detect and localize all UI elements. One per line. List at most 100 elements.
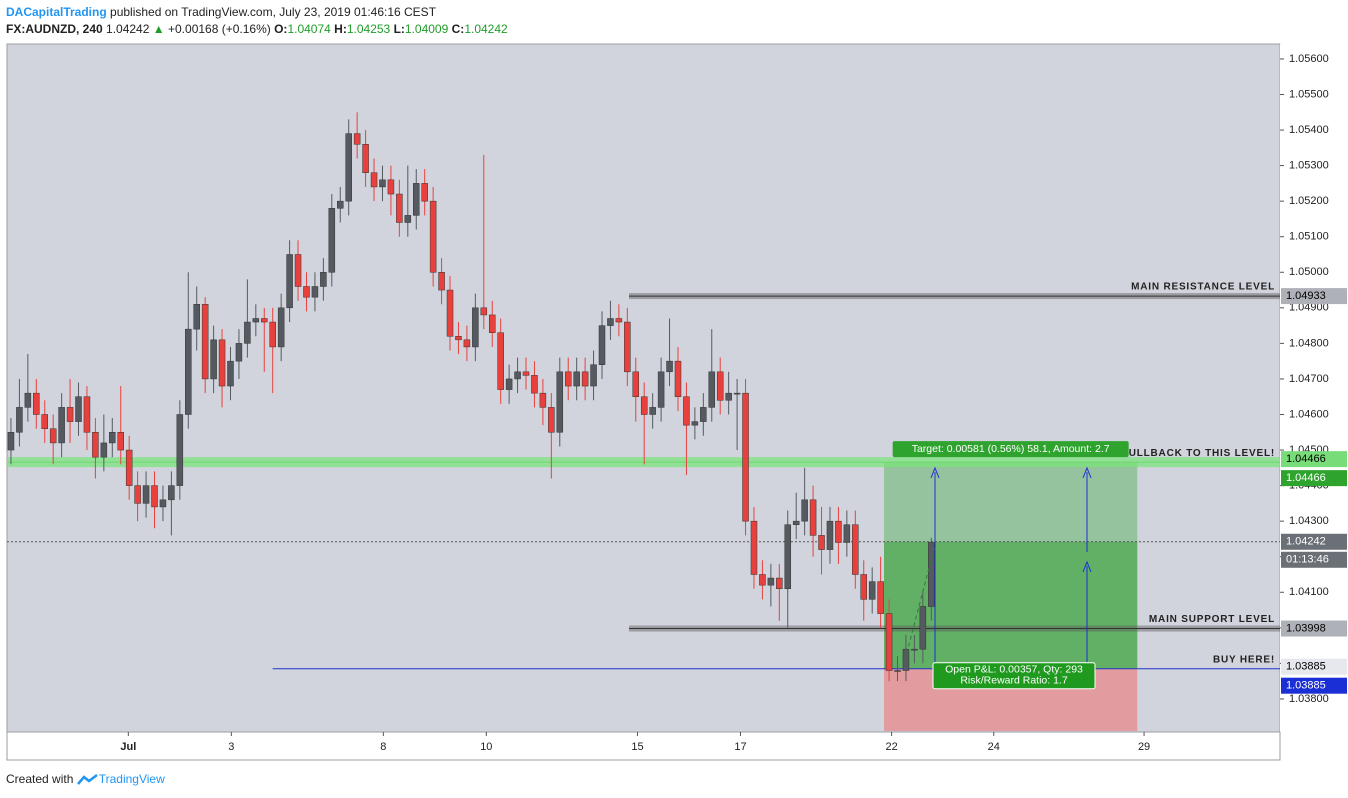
x-tick-label: 24 [988, 741, 1000, 753]
candle-body [49, 428, 57, 444]
candle-body [488, 314, 496, 333]
candle-body [252, 318, 260, 323]
candle-body [556, 371, 564, 433]
candle-body [311, 286, 319, 298]
countdown-box [1281, 551, 1347, 568]
candle-body [168, 485, 175, 501]
candle-body [7, 432, 15, 451]
candle-body [725, 392, 732, 401]
candle-body [176, 414, 184, 486]
candle-body [919, 606, 927, 650]
level-label: MAIN SUPPORT LEVEL [1149, 614, 1275, 625]
candle-body [548, 407, 555, 433]
o: 1.04074 [287, 22, 331, 36]
price-axis [1280, 44, 1348, 760]
last: 1.04242 [106, 22, 150, 36]
price-tag-label: 1.04466 [1286, 472, 1326, 484]
header: DACapitalTrading published on TradingVie… [6, 4, 508, 38]
candle-body [404, 215, 412, 223]
author[interactable]: DACapitalTrading [6, 5, 107, 19]
published: published on TradingView.com, July 23, 2… [110, 5, 437, 19]
time-axis [6, 731, 1281, 761]
arrow-head [930, 466, 940, 479]
candle-body [446, 289, 454, 337]
candle-body [455, 336, 462, 341]
candle-body [885, 613, 893, 671]
candle-body [826, 520, 834, 550]
candle-body [624, 321, 631, 373]
candle-body [75, 396, 82, 422]
y-tick-label: 1.05500 [1289, 88, 1329, 100]
candle-body [818, 535, 825, 550]
candle-body [429, 200, 437, 273]
level-label: MAIN RESISTANCE LEVEL [1131, 282, 1275, 293]
candle-body [201, 304, 209, 380]
candle-body [421, 183, 428, 202]
candle-body [708, 371, 716, 408]
candle-body [860, 574, 867, 600]
candle-body [615, 318, 623, 323]
candle-body [185, 328, 192, 415]
candle-body [24, 392, 32, 408]
candle-body [700, 407, 707, 422]
y-tick-label: 1.05100 [1289, 231, 1329, 243]
header-line: FX:AUDNZD, 240 1.04242 ▲ +0.00168 (+0.16… [6, 21, 508, 38]
candle-body [303, 286, 310, 298]
candle-body [522, 371, 530, 376]
candle-body [590, 364, 597, 387]
arrow: ▲ [152, 22, 165, 36]
x-tick-label: 10 [480, 741, 492, 753]
brand[interactable]: TradingView [98, 772, 165, 786]
candle-body [345, 133, 352, 202]
candle-body [159, 499, 167, 508]
candle-body [362, 144, 369, 173]
candle-body [801, 499, 808, 522]
candle-body [564, 371, 572, 387]
l-label: L: [393, 22, 405, 36]
candle-body [100, 442, 108, 458]
candle-body [92, 432, 99, 458]
candle-body [505, 378, 513, 390]
candle-body [902, 648, 910, 671]
candle-body [742, 392, 749, 522]
price-tag [1281, 288, 1347, 305]
candle-body [843, 524, 851, 543]
x-tick-label: 3 [228, 741, 234, 753]
candle-body [928, 542, 935, 607]
candle-body [598, 325, 606, 365]
candle-body [573, 371, 580, 387]
candle-body [387, 179, 395, 195]
h: 1.04253 [346, 22, 391, 36]
y-tick-label: 1.04900 [1289, 302, 1329, 314]
y-tick-label: 1.04600 [1289, 408, 1329, 420]
candle-body [261, 318, 268, 323]
candle-body [277, 307, 285, 348]
candle-body [235, 343, 243, 362]
symbol: FX:AUDNZD, 240 [6, 22, 103, 36]
candle-body [41, 414, 48, 429]
candle-body [218, 339, 226, 387]
candle-body [767, 577, 775, 586]
arrows [904, 466, 1092, 662]
candle-body [227, 360, 234, 387]
candle-body [353, 133, 361, 145]
y-tick-label: 1.04700 [1289, 373, 1329, 385]
price-tag [1281, 451, 1347, 468]
candle-body [674, 360, 682, 397]
footer: Created with TradingView [6, 772, 165, 786]
candle-body [877, 581, 884, 614]
candle-body [379, 179, 386, 188]
candle-body [809, 499, 817, 536]
candle-body [666, 360, 673, 373]
candle-body [759, 574, 766, 586]
candle-body [337, 200, 344, 209]
candle-body [657, 371, 665, 408]
candle-body [210, 339, 217, 380]
candle-body [117, 432, 124, 451]
candle-body [58, 407, 65, 444]
pnl-label: Open P&L: 0.00357, Qty: 293 [945, 663, 1083, 675]
candle-body [396, 193, 403, 223]
candle-body [193, 304, 200, 330]
y-tick-label: 1.03800 [1289, 693, 1329, 705]
